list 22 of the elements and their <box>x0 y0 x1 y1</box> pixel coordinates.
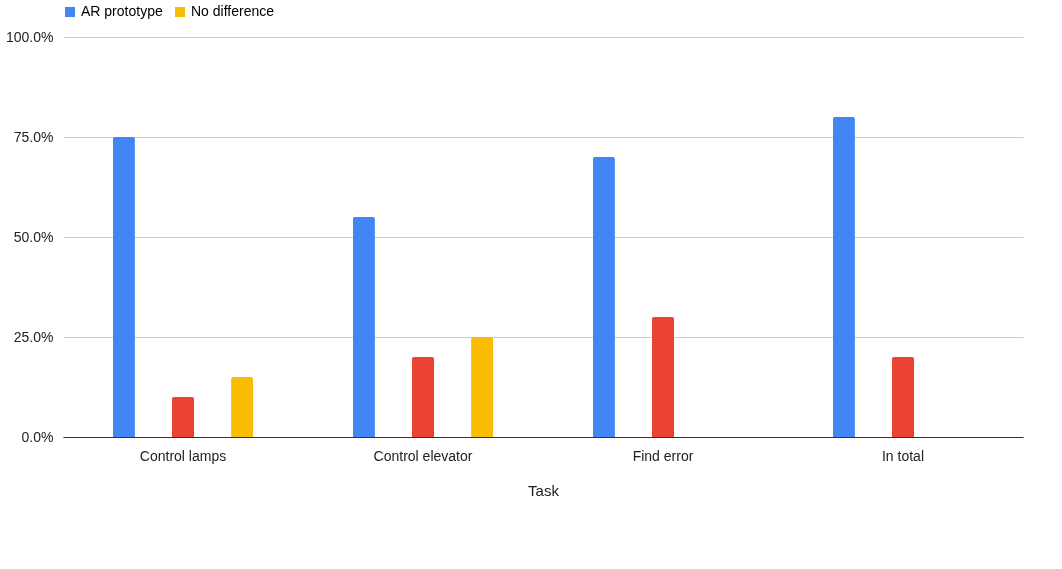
x-axis-title: Task <box>528 481 560 499</box>
x-tick-label: Control elevator <box>373 447 473 464</box>
bar <box>172 397 194 437</box>
legend-label: No difference <box>191 3 275 19</box>
bar <box>592 157 615 437</box>
y-tick-label: 100.0% <box>6 28 54 45</box>
x-tick-label: In total <box>881 447 925 464</box>
bar <box>471 337 494 437</box>
y-tick-label: 50.0% <box>13 228 54 245</box>
y-tick-label: 25.0% <box>13 328 54 345</box>
bar <box>412 357 434 437</box>
bar <box>352 217 375 437</box>
y-tick-label: 75.0% <box>13 128 54 145</box>
bar <box>112 137 135 437</box>
bar <box>832 117 855 437</box>
legend-label: AR prototype <box>81 3 163 19</box>
y-tick-label: 0.0% <box>21 428 54 445</box>
bar <box>892 357 914 437</box>
x-tick-label: Find error <box>632 447 694 464</box>
bar <box>231 377 254 437</box>
x-tick-label: Control lamps <box>139 447 227 464</box>
bar <box>652 317 674 437</box>
